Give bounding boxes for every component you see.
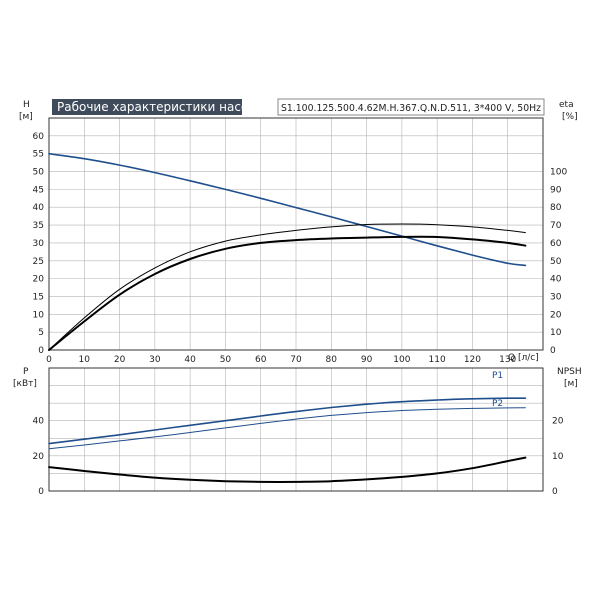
x-tick-label: 90 — [361, 355, 373, 365]
top-right-tick-label: 30 — [550, 292, 562, 302]
top-left-tick-label: 50 — [33, 168, 45, 178]
bottom-left-axis-unit: [кВт] — [13, 379, 37, 389]
top-right-tick-label: 60 — [550, 239, 562, 249]
top-left-tick-label: 35 — [33, 221, 44, 231]
top-left-axis-unit: [м] — [19, 112, 33, 122]
tick-labels: 0 10 20 30 40 50 60 70 80 90 100 110 120 130051015202… — [33, 132, 568, 497]
top-right-tick-label: 10 — [550, 328, 562, 338]
series-line-npsh — [48, 456, 527, 483]
top-grid — [48, 117, 544, 351]
top-right-tick-label: 20 — [550, 310, 562, 320]
bottom-right-axis-unit: [м] — [564, 379, 578, 389]
top-right-tick-label: 40 — [550, 275, 562, 285]
top-left-axis-label: H — [23, 100, 30, 110]
top-right-tick-label: 80 — [550, 203, 562, 213]
bottom-grid — [48, 367, 544, 492]
top-left-tick-label: 30 — [33, 239, 45, 249]
model-label: S1.100.125.500.4.62M.H.367.Q.N.D.511, 3*… — [281, 103, 541, 114]
x-tick-label: 40 — [184, 355, 196, 365]
x-tick-label: 30 — [149, 355, 161, 365]
top-left-tick-label: 55 — [33, 150, 44, 160]
x-axis-label: Q [л/с] — [508, 353, 539, 363]
bottom-left-axis-label: P — [23, 367, 29, 377]
title-box — [52, 99, 242, 115]
x-tick-label: 50 — [220, 355, 232, 365]
top-left-tick-label: 40 — [33, 203, 45, 213]
series-line-eta-thick — [48, 235, 527, 351]
top-right-tick-label: 50 — [550, 257, 562, 267]
top-left-tick-label: 20 — [33, 275, 45, 285]
series-line-p2 — [48, 407, 526, 450]
x-tick-label: 130 — [499, 355, 516, 365]
bottom-right-axis-label: NPSH — [557, 367, 582, 377]
bottom-right-tick-label: 0 — [552, 487, 558, 497]
top-right-tick-label: 0 — [550, 346, 556, 356]
series-label-p1: P1 — [492, 371, 503, 381]
bottom-left-tick-label: 0 — [38, 487, 44, 497]
top-right-axis-label: eta — [559, 100, 574, 110]
top-right-tick-label: 70 — [550, 221, 562, 231]
top-left-tick-label: 25 — [33, 257, 44, 267]
bottom-plot-frame — [48, 367, 544, 492]
top-left-tick-label: 15 — [33, 292, 44, 302]
x-tick-label: 70 — [290, 355, 302, 365]
top-plot-frame — [48, 117, 544, 351]
bottom-left-tick-label: 20 — [33, 452, 45, 462]
top-left-tick-label: 45 — [33, 185, 44, 195]
series-line-eta-thin — [48, 223, 526, 351]
top-left-tick-label: 10 — [33, 310, 45, 320]
top-left-tick-label: 5 — [38, 328, 44, 338]
bottom-right-tick-label: 20 — [552, 417, 564, 427]
top-right-axis-unit: [%] — [562, 112, 578, 122]
series-label-p2: P2 — [492, 399, 503, 409]
bottom-left-tick-label: 40 — [33, 417, 45, 427]
x-tick-label: 100 — [393, 355, 410, 365]
series-lines — [48, 152, 527, 483]
x-tick-label: 10 — [79, 355, 91, 365]
x-tick-label: 120 — [464, 355, 481, 365]
top-left-tick-label: 60 — [33, 132, 45, 142]
bottom-right-tick-label: 10 — [552, 452, 564, 462]
top-right-tick-label: 90 — [550, 185, 562, 195]
top-right-tick-label: 100 — [550, 168, 567, 178]
x-tick-label: 0 — [46, 355, 52, 365]
chart-title: Рабочие характеристики насоса — [57, 100, 262, 114]
x-tick-label: 60 — [255, 355, 267, 365]
top-left-tick-label: 0 — [38, 346, 44, 356]
model-box — [277, 98, 545, 116]
x-tick-label: 80 — [326, 355, 338, 365]
x-tick-label: 20 — [114, 355, 126, 365]
series-line-p1 — [48, 397, 527, 445]
x-tick-label: 110 — [429, 355, 446, 365]
series-line-h — [48, 152, 527, 267]
